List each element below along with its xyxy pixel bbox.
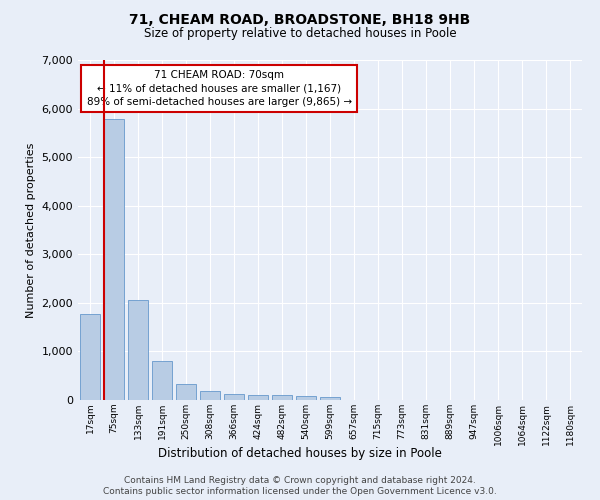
Bar bbox=[104, 120, 124, 400]
Bar bbox=[176, 384, 196, 400]
Bar bbox=[248, 394, 268, 400]
Bar bbox=[200, 391, 220, 400]
Bar bbox=[224, 394, 244, 400]
Text: 71 CHEAM ROAD: 70sqm
← 11% of detached houses are smaller (1,167)
89% of semi-de: 71 CHEAM ROAD: 70sqm ← 11% of detached h… bbox=[86, 70, 352, 106]
Bar bbox=[152, 361, 172, 400]
Bar bbox=[320, 397, 340, 400]
Bar bbox=[128, 300, 148, 400]
Y-axis label: Number of detached properties: Number of detached properties bbox=[26, 142, 36, 318]
Bar bbox=[296, 396, 316, 400]
Text: Distribution of detached houses by size in Poole: Distribution of detached houses by size … bbox=[158, 448, 442, 460]
Text: Size of property relative to detached houses in Poole: Size of property relative to detached ho… bbox=[143, 28, 457, 40]
Text: 71, CHEAM ROAD, BROADSTONE, BH18 9HB: 71, CHEAM ROAD, BROADSTONE, BH18 9HB bbox=[130, 12, 470, 26]
Bar bbox=[80, 314, 100, 400]
Text: Contains HM Land Registry data © Crown copyright and database right 2024.: Contains HM Land Registry data © Crown c… bbox=[124, 476, 476, 485]
Bar bbox=[272, 396, 292, 400]
Text: Contains public sector information licensed under the Open Government Licence v3: Contains public sector information licen… bbox=[103, 487, 497, 496]
